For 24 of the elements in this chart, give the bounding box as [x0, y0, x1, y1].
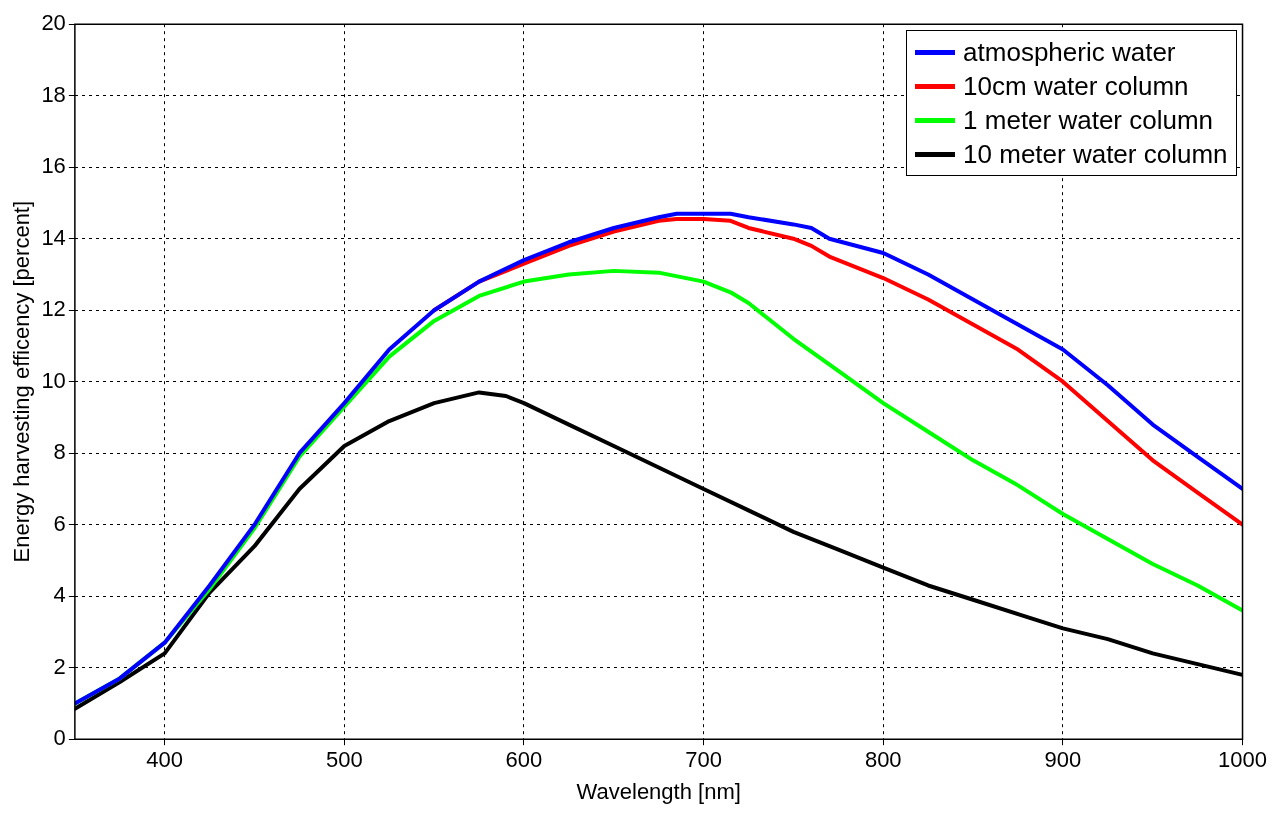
y-tick-label: 12 [41, 296, 66, 322]
y-axis-title: Energy harvesting efficency [percent] [9, 200, 35, 563]
y-tick-label: 8 [53, 439, 66, 465]
y-tick-label: 20 [41, 10, 66, 36]
y-tick-label: 14 [41, 224, 66, 250]
x-tick-label: 500 [325, 747, 363, 773]
y-tick-label: 6 [53, 510, 66, 536]
x-tick-label: 400 [146, 747, 184, 773]
legend-label: 1 meter water column [963, 104, 1214, 138]
x-tick-label: 900 [1044, 747, 1082, 773]
y-tick-label: 4 [53, 582, 66, 608]
x-tick-label: 800 [864, 747, 902, 773]
x-tick-label: 1000 [1218, 747, 1268, 773]
x-tick-label: 700 [685, 747, 722, 773]
y-tick-label: 0 [53, 725, 66, 751]
legend-label: atmospheric water [963, 36, 1176, 70]
y-tick-label: 10 [41, 367, 66, 393]
x-tick-label: 600 [505, 747, 543, 773]
y-tick-label: 18 [41, 81, 66, 107]
legend-label: 10cm water column [963, 70, 1189, 104]
y-tick-label: 16 [41, 153, 66, 179]
x-axis-title: Wavelength [nm] [576, 778, 741, 804]
legend-label: 10 meter water column [963, 138, 1228, 172]
y-tick-label: 2 [53, 653, 66, 679]
